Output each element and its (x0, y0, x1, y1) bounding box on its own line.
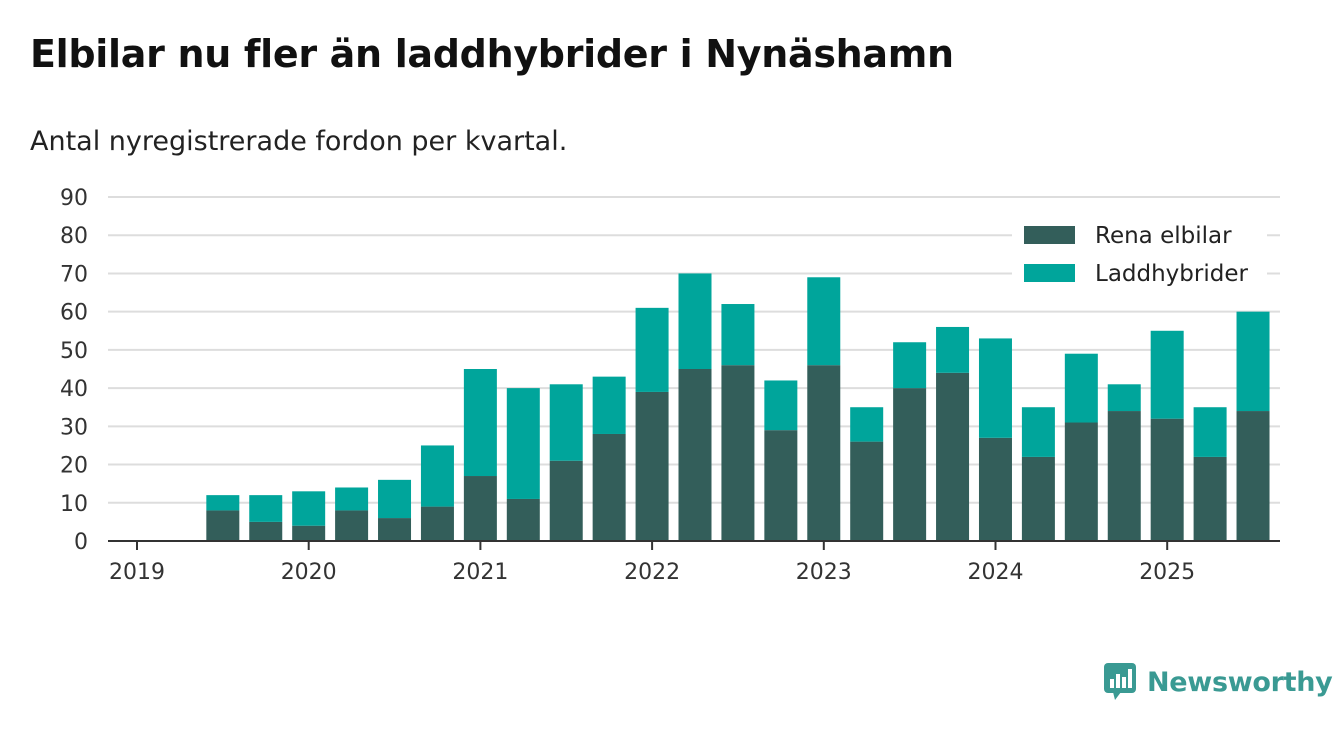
page-title: Elbilar nu fler än laddhybrider i Nynäsh… (30, 32, 954, 76)
x-tick-label-2021: 2021 (452, 560, 508, 585)
bar-rena-elbilar-2024-Q4 (1150, 418, 1184, 541)
y-tick-label-70: 70 (60, 262, 88, 287)
bar-rena-elbilar-2019-Q2 (206, 510, 240, 541)
y-tick-label-20: 20 (60, 454, 88, 479)
bar-rena-elbilar-2021-Q1 (506, 498, 540, 541)
bar-rena-elbilar-2019-Q4 (292, 525, 326, 541)
bar-laddhybrider-2024-Q1 (1021, 407, 1055, 457)
bar-laddhybrider-2021-Q4 (635, 307, 669, 392)
bar-laddhybrider-2020-Q2 (378, 479, 412, 519)
bar-laddhybrider-2021-Q1 (506, 388, 540, 499)
brand-logo[interactable]: Newsworthy (1103, 662, 1333, 702)
y-tick-label-40: 40 (60, 377, 88, 402)
y-tick-label-80: 80 (60, 224, 88, 249)
bar-rena-elbilar-2025-Q2 (1236, 411, 1270, 541)
bar-rena-elbilar-2022-Q3 (764, 430, 798, 541)
x-tick-label-2024: 2024 (968, 560, 1024, 585)
bar-laddhybrider-2020-Q4 (463, 369, 497, 477)
y-tick-label-0: 0 (74, 530, 88, 555)
legend-label-0: Rena elbilar (1095, 223, 1232, 249)
legend-swatch-1 (1024, 264, 1075, 282)
axes: 0 10 20 30 40 50 60 70 80 90 2019 2020 2021 2022 2023 2… (60, 186, 1280, 585)
bar-rena-elbilar-2020-Q1 (335, 510, 369, 541)
bar-rena-elbilar-2023-Q3 (936, 372, 970, 541)
bar-laddhybrider-2022-Q2 (721, 304, 755, 366)
legend-swatch-0 (1024, 226, 1075, 244)
bar-laddhybrider-2024-Q4 (1150, 330, 1184, 419)
legend-label-1: Laddhybrider (1095, 261, 1248, 287)
bar-laddhybrider-2021-Q2 (549, 384, 583, 461)
bar-laddhybrider-2024-Q3 (1107, 384, 1141, 412)
bar-rena-elbilar-2024-Q3 (1107, 411, 1141, 541)
y-tick-label-30: 30 (60, 415, 88, 440)
bar-laddhybrider-2020-Q3 (420, 445, 454, 507)
bar-laddhybrider-2019-Q3 (249, 495, 283, 522)
bar-laddhybrider-2020-Q1 (335, 487, 369, 511)
y-tick-label-10: 10 (60, 492, 88, 517)
bar-marks (206, 273, 1270, 541)
bar-laddhybrider-2023-Q2 (893, 342, 927, 389)
x-tick-label-2019: 2019 (109, 560, 165, 585)
page-subtitle: Antal nyregistrerade fordon per kvartal. (30, 126, 568, 157)
newsworthy-logo-icon (1104, 663, 1136, 700)
bar-rena-elbilar-2025-Q1 (1193, 456, 1227, 541)
bar-laddhybrider-2022-Q1 (678, 273, 712, 369)
bar-rena-elbilar-2021-Q2 (549, 460, 583, 541)
bar-rena-elbilar-2022-Q4 (807, 365, 841, 541)
y-tick-label-60: 60 (60, 301, 88, 326)
bar-rena-elbilar-2023-Q4 (978, 437, 1012, 541)
bar-rena-elbilar-2021-Q3 (592, 433, 626, 541)
bar-laddhybrider-2022-Q4 (807, 277, 841, 366)
bar-laddhybrider-2024-Q2 (1064, 353, 1098, 423)
x-tick-label-2023: 2023 (796, 560, 852, 585)
bar-rena-elbilar-2023-Q1 (850, 441, 884, 541)
bar-laddhybrider-2019-Q4 (292, 491, 326, 526)
bar-rena-elbilar-2022-Q2 (721, 365, 755, 541)
bar-laddhybrider-2019-Q2 (206, 495, 240, 511)
legend: Rena elbilar Laddhybrider (1012, 215, 1267, 295)
bar-rena-elbilar-2024-Q2 (1064, 422, 1098, 541)
bar-laddhybrider-2023-Q4 (978, 338, 1012, 438)
bar-laddhybrider-2023-Q3 (936, 326, 970, 373)
bar-rena-elbilar-2020-Q4 (463, 476, 497, 541)
bar-rena-elbilar-2023-Q2 (893, 388, 927, 541)
x-tick-label-2020: 2020 (281, 560, 337, 585)
bar-rena-elbilar-2020-Q3 (420, 506, 454, 541)
brand-name: Newsworthy (1147, 666, 1333, 698)
bar-laddhybrider-2022-Q3 (764, 380, 798, 431)
y-tick-label-90: 90 (60, 186, 88, 211)
bar-laddhybrider-2021-Q3 (592, 376, 626, 434)
x-tick-label-2022: 2022 (624, 560, 680, 585)
y-tick-label-50: 50 (60, 339, 88, 364)
bar-laddhybrider-2023-Q1 (850, 407, 884, 442)
x-tick-label-2025: 2025 (1139, 560, 1195, 585)
bar-rena-elbilar-2024-Q1 (1021, 456, 1055, 541)
bar-rena-elbilar-2022-Q1 (678, 369, 712, 541)
bar-rena-elbilar-2021-Q4 (635, 391, 669, 541)
bar-laddhybrider-2025-Q1 (1193, 407, 1227, 457)
bar-laddhybrider-2025-Q2 (1236, 311, 1270, 412)
bar-rena-elbilar-2020-Q2 (378, 518, 412, 541)
bar-rena-elbilar-2019-Q3 (249, 521, 283, 541)
